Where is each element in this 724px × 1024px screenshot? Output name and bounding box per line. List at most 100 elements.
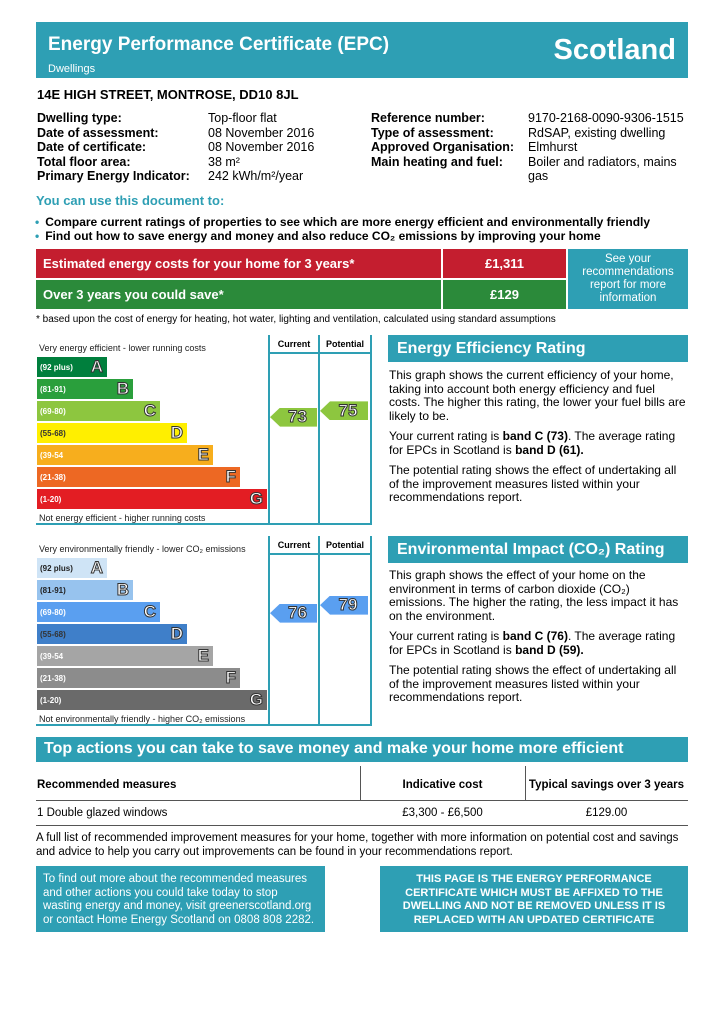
band-letter: C <box>143 602 156 622</box>
band-e: (39-54 E <box>37 445 213 465</box>
measure-name: 1 Double glazed windows <box>37 807 168 819</box>
band-letter: F <box>225 668 236 688</box>
band-letter: G <box>249 489 263 509</box>
band-range: (69-80) <box>40 607 66 617</box>
detail-label: Total floor area: <box>37 154 131 169</box>
bottom-caption: Not energy efficient - higher running co… <box>39 513 206 523</box>
divider <box>318 335 320 525</box>
band-b: (81-91) B <box>37 379 133 399</box>
potential-rating-arrow: 75 <box>320 401 368 421</box>
band-f: (21-38) F <box>37 668 240 688</box>
page-title: Energy Performance Certificate (EPC) <box>48 34 390 55</box>
potential-rating-arrow: 79 <box>320 595 368 615</box>
top-caption: Very environmentally friendly - lower CO… <box>39 544 246 554</box>
detail-value: 08 November 2016 <box>208 140 315 154</box>
eer-p2: Your current rating is band C (73). The … <box>389 429 687 457</box>
detail-value: RdSAP, existing dwelling <box>528 125 666 140</box>
potential-header: Potential <box>325 339 364 349</box>
band-f: (21-38) F <box>37 467 240 487</box>
t: . The average rating for EPCs in Scotlan… <box>389 629 676 657</box>
use-heading: You can use this document to: <box>36 193 225 208</box>
actions-title: Top actions you can take to save money a… <box>36 737 688 762</box>
recommendations-link[interactable]: See your recommendations report for more… <box>568 249 688 309</box>
band-range: (55-68) <box>40 428 66 438</box>
band-range: (92 plus) <box>40 563 73 573</box>
divider <box>268 553 372 555</box>
band-c: (69-80) C <box>37 401 160 421</box>
current-header: Current <box>277 540 311 550</box>
divider <box>268 352 372 354</box>
chart-frame <box>36 335 372 525</box>
measure-savings: £129.00 <box>585 807 628 819</box>
band-range: (81-91) <box>40 384 66 394</box>
bullet-text: Find out how to save energy and money an… <box>45 229 601 243</box>
actions-table: Recommended measures Indicative cost Typ… <box>36 766 688 826</box>
band-c: (69-80) C <box>37 602 160 622</box>
divider <box>318 536 320 726</box>
measure-cost: £3,300 - £6,500 <box>402 807 483 819</box>
detail-value: 9170-2168-0090-9306-1515 <box>528 111 684 125</box>
detail-label: Approved Organisation: <box>371 140 515 154</box>
cost-summary: Estimated energy costs for your home for… <box>36 249 688 310</box>
eir-p1: This graph shows the effect of your home… <box>389 568 679 623</box>
region-label: Scotland <box>553 34 676 66</box>
t: band C (76) <box>502 629 568 643</box>
advice-box: To find out more about the recommended m… <box>36 866 325 932</box>
band-letter: G <box>249 690 263 710</box>
band-letter: B <box>116 379 129 399</box>
eer-p1: This graph shows the current efficiency … <box>389 368 686 423</box>
actions-note: A full list of recommended improvement m… <box>36 832 679 858</box>
t: band C (73) <box>502 429 568 443</box>
detail-value: Elmhurst <box>528 140 578 154</box>
detail-value: 242 kWh/m²/year <box>208 169 304 183</box>
t: Your current rating is <box>389 629 503 643</box>
band-range: (1-20) <box>40 695 62 705</box>
potential-header: Potential <box>325 540 364 550</box>
bottom-caption: Not environmentally friendly - higher CO… <box>39 714 246 724</box>
band-range: (92 plus) <box>40 362 73 372</box>
band-range: (55-68) <box>40 629 66 639</box>
bullet-item: • Compare current ratings of properties t… <box>35 215 651 229</box>
band-d: (55-68) D <box>37 624 187 644</box>
band-range: (1-20) <box>40 494 62 504</box>
divider <box>268 335 270 525</box>
band-letter: C <box>143 401 156 421</box>
detail-label: Primary Energy Indicator: <box>37 169 190 183</box>
eir-p3: The potential rating shows the effect of… <box>389 663 677 704</box>
top-caption: Very energy efficient - lower running co… <box>39 343 206 353</box>
header-savings: Typical savings over 3 years <box>528 779 685 791</box>
notice-box: THIS PAGE IS THE ENERGY PERFORMANCE CERT… <box>380 866 688 932</box>
band-range: (69-80) <box>40 406 66 416</box>
detail-label: Main heating and fuel: <box>371 154 503 169</box>
band-a: (92 plus) A <box>37 357 107 377</box>
band-letter: B <box>116 580 129 600</box>
current-header: Current <box>277 339 311 349</box>
current-rating-arrow: 73 <box>270 407 317 427</box>
eir-p2: Your current rating is band C (76). The … <box>389 629 687 657</box>
bullet-item: • Find out how to save energy and money a… <box>35 229 601 243</box>
band-range: (39-54 <box>40 450 64 460</box>
eir-description: This graph shows the effect of your home… <box>389 568 687 705</box>
band-g: (1-20) G <box>37 690 267 710</box>
header-cost: Indicative cost <box>402 779 483 791</box>
band-letter: E <box>197 445 209 465</box>
address: 14E HIGH STREET, MONTROSE, DD10 8JL <box>37 87 299 102</box>
t: Your current rating is <box>389 429 503 443</box>
band-b: (81-91) B <box>37 580 133 600</box>
detail-label: Date of assessment: <box>37 125 159 140</box>
page-subtitle: Dwellings <box>48 63 96 75</box>
chart-frame <box>36 536 372 726</box>
detail-value: Boiler and radiators, mains gas <box>528 154 677 184</box>
divider <box>268 536 270 726</box>
band-g: (1-20) G <box>37 489 267 509</box>
band-e: (39-54 E <box>37 646 213 666</box>
header-banner: Energy Performance Certificate (EPC) Dwe… <box>36 22 688 78</box>
band-letter: D <box>170 624 183 644</box>
band-letter: D <box>170 423 183 443</box>
cost-footnote: * based upon the cost of energy for heat… <box>36 314 556 325</box>
bullet-text: Compare current ratings of properties to… <box>45 215 651 229</box>
detail-value: 08 November 2016 <box>208 125 315 140</box>
band-range: (21-38) <box>40 673 66 683</box>
cost-label: Estimated energy costs for your home for… <box>36 249 441 278</box>
cost-value: £1,311 <box>443 249 566 278</box>
